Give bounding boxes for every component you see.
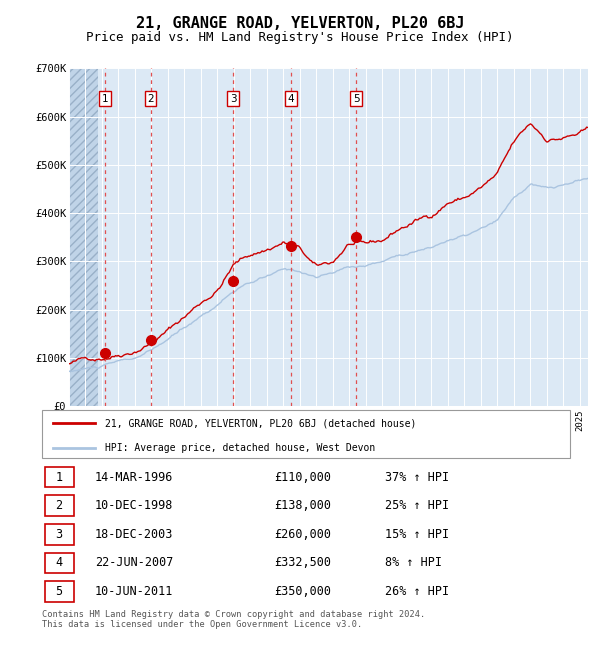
FancyBboxPatch shape — [44, 552, 74, 573]
Text: 37% ↑ HPI: 37% ↑ HPI — [385, 471, 449, 484]
Text: 5: 5 — [56, 585, 63, 598]
FancyBboxPatch shape — [42, 410, 570, 458]
Text: 26% ↑ HPI: 26% ↑ HPI — [385, 585, 449, 598]
Text: 22-JUN-2007: 22-JUN-2007 — [95, 556, 173, 569]
Text: 25% ↑ HPI: 25% ↑ HPI — [385, 499, 449, 512]
FancyBboxPatch shape — [44, 495, 74, 516]
Text: HPI: Average price, detached house, West Devon: HPI: Average price, detached house, West… — [106, 443, 376, 452]
Text: £110,000: £110,000 — [274, 471, 331, 484]
Text: 2: 2 — [56, 499, 63, 512]
Text: Price paid vs. HM Land Registry's House Price Index (HPI): Price paid vs. HM Land Registry's House … — [86, 31, 514, 44]
Text: 5: 5 — [353, 94, 359, 103]
Text: 4: 4 — [56, 556, 63, 569]
Text: 18-DEC-2003: 18-DEC-2003 — [95, 528, 173, 541]
Text: 2: 2 — [147, 94, 154, 103]
Text: £350,000: £350,000 — [274, 585, 331, 598]
Text: 8% ↑ HPI: 8% ↑ HPI — [385, 556, 442, 569]
Text: Contains HM Land Registry data © Crown copyright and database right 2024.
This d: Contains HM Land Registry data © Crown c… — [42, 610, 425, 629]
Text: 1: 1 — [56, 471, 63, 484]
Text: 3: 3 — [56, 528, 63, 541]
Text: 4: 4 — [287, 94, 294, 103]
FancyBboxPatch shape — [44, 581, 74, 602]
Text: £138,000: £138,000 — [274, 499, 331, 512]
Text: 1: 1 — [102, 94, 109, 103]
FancyBboxPatch shape — [44, 524, 74, 545]
Text: 21, GRANGE ROAD, YELVERTON, PL20 6BJ (detached house): 21, GRANGE ROAD, YELVERTON, PL20 6BJ (de… — [106, 418, 417, 428]
Bar — [69, 68, 98, 406]
FancyBboxPatch shape — [44, 467, 74, 488]
Text: 3: 3 — [230, 94, 236, 103]
Text: 21, GRANGE ROAD, YELVERTON, PL20 6BJ: 21, GRANGE ROAD, YELVERTON, PL20 6BJ — [136, 16, 464, 31]
Text: 14-MAR-1996: 14-MAR-1996 — [95, 471, 173, 484]
Text: 15% ↑ HPI: 15% ↑ HPI — [385, 528, 449, 541]
Text: 10-JUN-2011: 10-JUN-2011 — [95, 585, 173, 598]
Text: £332,500: £332,500 — [274, 556, 331, 569]
Text: 10-DEC-1998: 10-DEC-1998 — [95, 499, 173, 512]
Text: £260,000: £260,000 — [274, 528, 331, 541]
